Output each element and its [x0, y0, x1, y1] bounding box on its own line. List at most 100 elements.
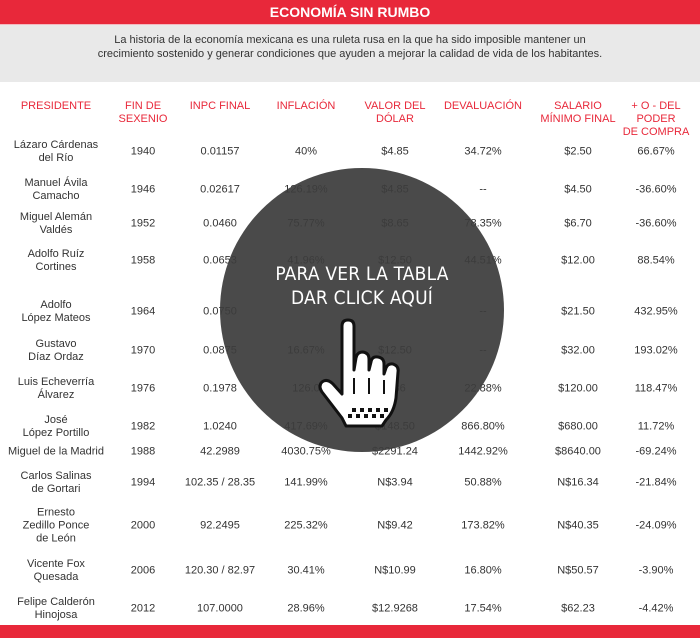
header-inpc-line: INPC FINAL: [189, 100, 251, 112]
president-line: Álvarez: [37, 389, 75, 401]
president-line: Manuel Ávila: [24, 177, 88, 189]
president-cell: Carlos Salinas de Gortari: [0, 470, 112, 496]
president-line: Carlos Salinas: [20, 470, 92, 482]
header-year-line: FIN DE: [124, 100, 162, 112]
header-wage: SALARIO MÍNIMO FINAL: [530, 100, 626, 126]
dollar-cell: N$3.94: [377, 476, 413, 489]
president-line: Miguel Alemán: [19, 211, 93, 223]
wage-cell: $32.00: [561, 344, 595, 357]
wage-cell: $62.23: [561, 602, 595, 615]
president-line: Hinojosa: [34, 609, 78, 621]
president-line: Ernesto: [37, 506, 75, 519]
year-cell: 1982: [130, 420, 156, 433]
president-line: Adolfo: [40, 299, 72, 311]
hand-pointer-icon: [318, 318, 400, 428]
president-cell: Miguel Alemán Valdés: [0, 211, 112, 237]
president-line: López Mateos: [21, 312, 91, 324]
president-line: Vicente Fox: [27, 558, 85, 570]
wage-cell: $6.70: [564, 217, 592, 230]
year-cell: 2012: [130, 602, 156, 615]
president-line: Adolfo Ruíz: [27, 248, 85, 260]
year-cell: 1946: [130, 183, 156, 196]
inpc-cell: 0.01157: [200, 145, 240, 158]
year-cell: 2000: [130, 519, 156, 532]
president-line: Valdés: [39, 224, 73, 236]
wage-cell: $2.50: [564, 145, 592, 158]
header-power: + O - DEL PODER DE COMPRA: [612, 100, 700, 139]
overlay-text[interactable]: PARA VER LA TABLA DAR CLICK AQUÍ: [220, 262, 504, 310]
president-line: de León: [36, 532, 76, 545]
header-devaluation: DEVALUACIÓN: [436, 100, 530, 113]
president-line: Zedillo Ponce: [22, 519, 90, 532]
power-cell: 11.72%: [637, 420, 675, 433]
inflation-cell: 225.32%: [284, 519, 328, 532]
power-cell: 432.95%: [634, 305, 678, 318]
inflation-cell: 4030.75%: [281, 445, 331, 458]
header-power-line: + O - DEL PODER: [631, 100, 681, 125]
wage-cell: $680.00: [558, 420, 598, 433]
inpc-cell: 0.02617: [200, 183, 240, 196]
president-cell: Manuel Ávila Camacho: [0, 177, 112, 203]
header-dollar-line: DÓLAR: [376, 113, 414, 125]
header-wage-line: SALARIO: [554, 100, 602, 112]
wage-cell: $4.50: [564, 183, 592, 196]
president-cell: Adolfo Ruíz Cortines: [0, 248, 112, 274]
header-year: FIN DE SEXENIO: [112, 100, 174, 126]
devaluation-cell: 866.80%: [461, 420, 505, 433]
president-line: José: [44, 414, 68, 426]
power-cell: -36.60%: [635, 217, 677, 230]
year-cell: 2006: [130, 564, 156, 577]
dollar-cell: N$10.99: [374, 564, 416, 577]
year-cell: 1940: [130, 145, 156, 158]
dollar-cell: $4.85: [381, 145, 409, 158]
devaluation-cell: 173.82%: [461, 519, 505, 532]
year-cell: 1976: [130, 382, 156, 395]
inpc-cell: 120.30 / 82.97: [184, 564, 256, 577]
power-cell: 118.47%: [634, 382, 678, 395]
president-line: Camacho: [32, 190, 80, 202]
president-cell: Ernesto Zedillo Ponce de León: [0, 507, 112, 546]
year-cell: 1994: [130, 476, 156, 489]
president-cell: Luis Echeverría Álvarez: [0, 376, 112, 402]
president-cell: Vicente Fox Quesada: [0, 558, 112, 584]
wage-cell: N$16.34: [557, 476, 599, 489]
intro-text: La historia de la economía mexicana es u…: [97, 34, 603, 60]
inpc-cell: 102.35 / 28.35: [184, 476, 256, 489]
header-dollar: VALOR DEL DÓLAR: [350, 100, 440, 126]
intro-band: La historia de la economía mexicana es u…: [0, 24, 700, 82]
president-line: Gustavo: [35, 338, 77, 350]
header-power-line: DE COMPRA: [622, 126, 690, 138]
inpc-cell: 107.0000: [197, 602, 243, 615]
inpc-cell: 0.1978: [203, 382, 237, 395]
overlay-line-2: DAR CLICK AQUÍ: [290, 287, 434, 309]
inflation-cell: 30.41%: [287, 564, 325, 577]
inpc-cell: 92.2495: [200, 519, 240, 532]
inflation-cell: 28.96%: [287, 602, 325, 615]
president-line: Felipe Calderón: [17, 596, 95, 608]
dollar-cell: $12.9268: [372, 602, 418, 615]
president-line: Quesada: [33, 571, 79, 583]
power-cell: 88.54%: [637, 254, 675, 267]
year-cell: 1964: [130, 305, 156, 318]
click-to-view-overlay[interactable]: PARA VER LA TABLA DAR CLICK AQUÍ: [220, 168, 504, 452]
header-president-line: PRESIDENTE: [20, 100, 92, 112]
president-line: Miguel de la Madrid: [8, 445, 104, 458]
year-cell: 1988: [130, 445, 156, 458]
power-cell: -21.84%: [635, 476, 677, 489]
devaluation-cell: --: [479, 183, 487, 196]
devaluation-cell: 34.72%: [464, 145, 502, 158]
president-line: López Portillo: [22, 427, 90, 439]
wage-cell: $8640.00: [555, 445, 601, 458]
power-cell: -24.09%: [635, 519, 677, 532]
wage-cell: N$40.35: [557, 519, 599, 532]
wage-cell: $21.50: [561, 305, 595, 318]
power-cell: -69.24%: [635, 445, 677, 458]
wage-cell: $120.00: [558, 382, 598, 395]
year-cell: 1952: [130, 217, 156, 230]
president-line: Cortines: [35, 261, 77, 273]
devaluation-cell: 16.80%: [464, 564, 502, 577]
wage-cell: N$50.57: [557, 564, 599, 577]
year-cell: 1970: [130, 344, 156, 357]
president-cell: Miguel de la Madrid: [0, 446, 112, 459]
dollar-cell: N$9.42: [377, 519, 413, 532]
